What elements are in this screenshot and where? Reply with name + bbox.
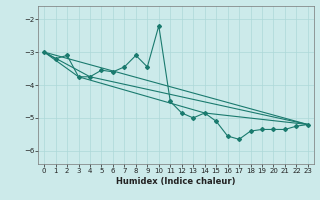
X-axis label: Humidex (Indice chaleur): Humidex (Indice chaleur) (116, 177, 236, 186)
